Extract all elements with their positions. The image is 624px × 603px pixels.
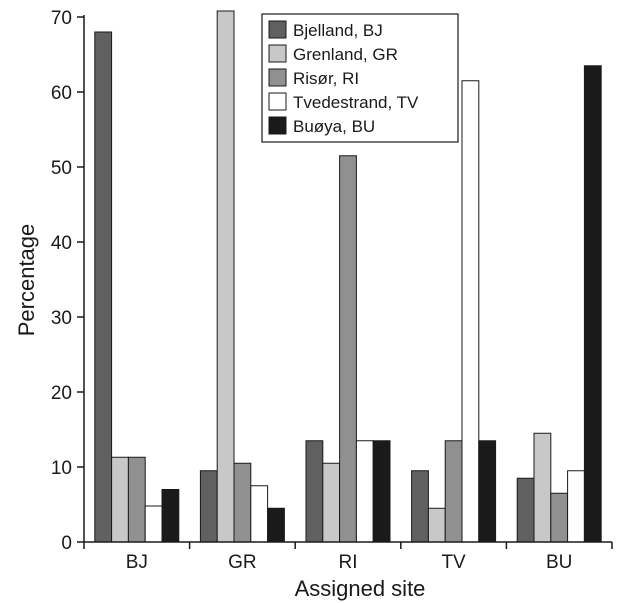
legend: Bjelland, BJ Grenland, GR Risør, RI Tvedest…	[261, 13, 459, 143]
bar-bu-3	[550, 492, 569, 543]
bar-gr-1	[199, 470, 218, 543]
legend-label: Risør, RI	[293, 69, 359, 88]
bar-tv-3	[444, 440, 463, 543]
bar-bu-5	[583, 65, 602, 543]
bar-gr-5	[267, 507, 285, 543]
legend-swatch	[268, 92, 287, 111]
axes-layer	[83, 15, 612, 543]
legend-label: Tvedestrand, TV	[293, 93, 419, 112]
y-axis-ticks: 0 10 20 30 40 50 60 70	[51, 8, 84, 554]
x-tick-label: TV	[441, 552, 466, 573]
bar-bj-4	[144, 505, 163, 543]
y-tick-label: 30	[51, 308, 72, 329]
bar-ri-3	[339, 155, 357, 543]
bar-bj-5	[161, 489, 180, 543]
bar-tv-4	[461, 80, 480, 543]
y-tick-label: 20	[51, 383, 72, 404]
bar-gr-3	[233, 462, 252, 543]
x-tick-label: BJ	[126, 552, 148, 573]
bar-bu-2	[533, 432, 552, 543]
legend-label: Grenland, GR	[293, 45, 398, 64]
legend-label: Buøya, BU	[293, 117, 375, 136]
y-tick-label: 0	[61, 533, 72, 554]
y-tick-label: 70	[51, 8, 72, 29]
bar-gr-4	[250, 485, 269, 543]
legend-box	[261, 13, 459, 143]
bar-bu-4	[567, 470, 585, 543]
legend-swatch	[268, 20, 287, 39]
bar-tv-5	[478, 440, 497, 543]
y-tick-label: 40	[51, 233, 72, 254]
bar-gr-2	[216, 10, 235, 543]
bar-ri-4	[355, 440, 374, 543]
bar-bj-1	[94, 31, 113, 543]
legend-swatch	[268, 44, 287, 63]
bar-ri-1	[305, 440, 324, 543]
y-axis-title: Percentage	[14, 224, 39, 337]
x-tick-label: RI	[339, 552, 358, 573]
y-tick-label: 10	[51, 458, 72, 479]
bar-tv-2	[427, 507, 446, 543]
y-tick-label: 50	[51, 158, 72, 179]
x-tick-label: GR	[228, 552, 257, 573]
bar-ri-5	[372, 440, 391, 543]
y-tick-label: 60	[51, 83, 72, 104]
x-tick-label: BU	[546, 552, 572, 573]
bar-bu-1	[516, 477, 535, 543]
x-axis-title: Assigned site	[295, 576, 426, 601]
x-axis-ticks: BJ GR RI TV BU	[83, 542, 613, 573]
bar-ri-2	[322, 462, 341, 543]
bar-bj-2	[111, 456, 129, 543]
bar-bj-3	[127, 456, 146, 543]
bar-tv-1	[411, 470, 429, 543]
legend-label: Bjelland, BJ	[293, 21, 383, 40]
legend-swatch	[268, 68, 287, 87]
legend-swatch	[268, 116, 287, 135]
